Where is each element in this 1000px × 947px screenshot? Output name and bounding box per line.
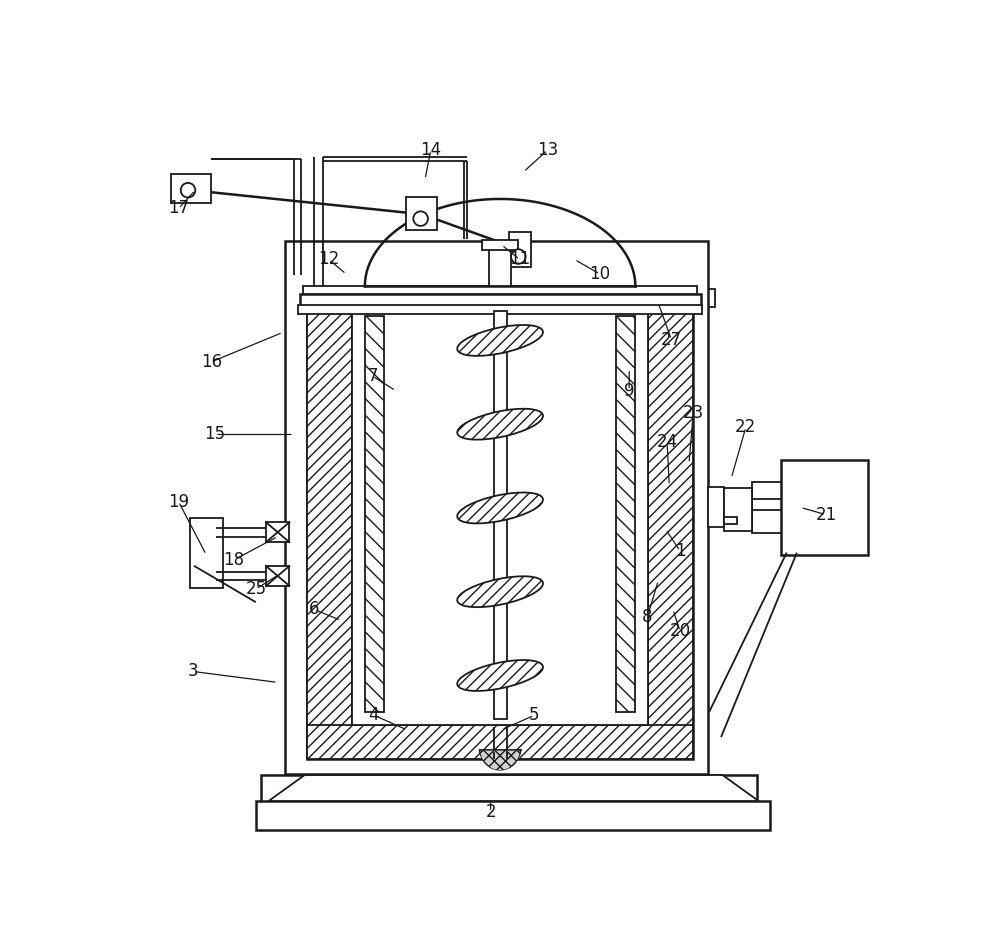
Ellipse shape (457, 492, 543, 524)
Circle shape (413, 211, 428, 226)
Bar (724, 517, 737, 525)
Text: 4: 4 (369, 706, 379, 724)
Bar (289, 275, 332, 293)
Text: 16: 16 (202, 352, 223, 370)
Text: 19: 19 (168, 492, 189, 510)
Bar (509, 232, 531, 267)
Text: 15: 15 (204, 425, 226, 443)
Bar (781, 460, 868, 555)
Bar (307, 725, 693, 759)
Bar (256, 800, 770, 830)
Text: 6: 6 (309, 600, 319, 618)
Text: 5: 5 (529, 706, 540, 724)
Ellipse shape (457, 577, 543, 607)
Wedge shape (480, 750, 520, 770)
Text: 1: 1 (675, 542, 686, 561)
Bar (303, 286, 697, 294)
Bar (307, 307, 352, 759)
Bar (708, 487, 724, 527)
Bar (300, 294, 701, 307)
Bar (365, 315, 384, 712)
Ellipse shape (457, 660, 543, 691)
Text: 13: 13 (537, 141, 558, 159)
Text: 20: 20 (670, 622, 691, 640)
Bar (686, 289, 715, 307)
Text: 22: 22 (735, 419, 756, 437)
Bar (724, 488, 752, 531)
Text: 2: 2 (485, 803, 496, 821)
Text: 14: 14 (420, 141, 441, 159)
Text: 3: 3 (188, 663, 198, 681)
Ellipse shape (457, 325, 543, 356)
Bar (266, 523, 289, 542)
Text: 10: 10 (589, 265, 611, 283)
Bar (494, 312, 507, 719)
Text: 18: 18 (223, 551, 245, 569)
Bar (406, 198, 437, 230)
Text: 9: 9 (624, 382, 634, 400)
Text: 25: 25 (245, 581, 266, 599)
Text: 11: 11 (509, 250, 530, 269)
Bar (190, 518, 223, 587)
Text: 21: 21 (815, 506, 837, 524)
Text: 23: 23 (683, 403, 704, 421)
Text: 8: 8 (642, 608, 653, 626)
Bar (171, 174, 211, 204)
Bar (482, 240, 518, 250)
Bar (285, 241, 708, 774)
Bar (352, 307, 648, 725)
Circle shape (181, 183, 195, 198)
Text: 27: 27 (661, 331, 682, 348)
Text: 24: 24 (657, 433, 678, 451)
Text: 7: 7 (367, 367, 378, 385)
Bar (489, 246, 511, 286)
Bar (266, 566, 289, 586)
Bar (648, 307, 693, 759)
Bar (752, 482, 795, 533)
Text: 17: 17 (168, 200, 189, 218)
Bar (616, 315, 635, 712)
Bar (301, 291, 336, 307)
Bar (307, 307, 693, 759)
Polygon shape (268, 775, 759, 801)
Circle shape (511, 249, 526, 264)
Ellipse shape (457, 409, 543, 439)
Bar (298, 306, 702, 314)
Text: 12: 12 (318, 250, 339, 269)
Bar (261, 775, 757, 803)
Bar (301, 265, 311, 291)
